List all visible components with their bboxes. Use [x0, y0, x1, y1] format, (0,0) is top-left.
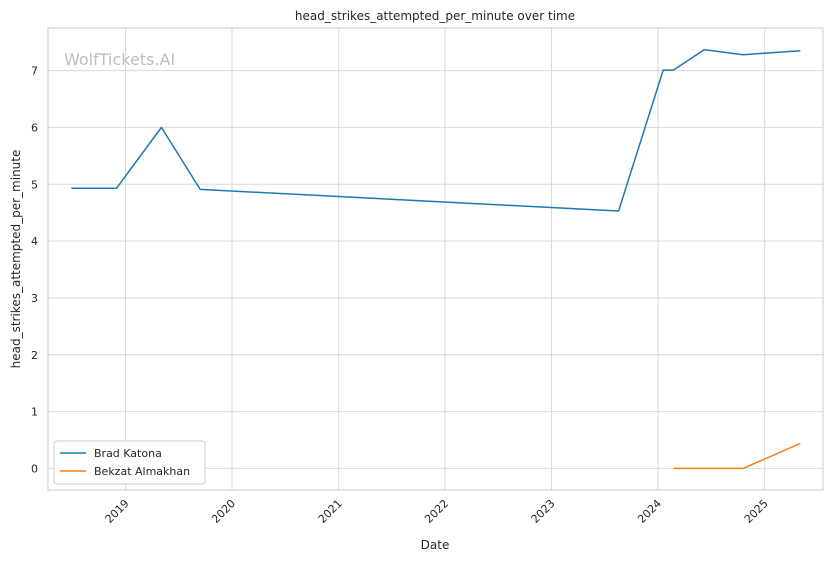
series-layer	[71, 48, 801, 470]
y-axis-label: head_strikes_attempted_per_minute	[9, 150, 23, 369]
chart-title: head_strikes_attempted_per_minute over t…	[295, 9, 575, 23]
legend-box	[53, 440, 206, 485]
legend-label-brad-katona: Brad Katona	[94, 447, 162, 460]
y-tick-label: 5	[31, 178, 38, 191]
legend-label-bekzat-almakhan: Bekzat Almakhan	[94, 465, 190, 478]
grid	[48, 28, 823, 490]
x-tick-label: 2021	[316, 497, 345, 526]
x-tick-label: 2024	[635, 497, 664, 526]
y-tick-label: 1	[31, 406, 38, 419]
legend: Brad Katona Bekzat Almakhan	[53, 440, 206, 485]
y-tick-label: 4	[31, 235, 38, 248]
x-tick-label: 2020	[209, 497, 238, 526]
x-tick-label: 2023	[529, 497, 558, 526]
x-tick-label: 2022	[422, 497, 451, 526]
y-axis-ticks: 0 1 2 3 4 5 6 7	[31, 65, 38, 476]
y-tick-label: 2	[31, 349, 38, 362]
watermark: WolfTickets.AI	[64, 50, 175, 69]
plot-frame	[47, 27, 824, 491]
x-tick-label: 2025	[742, 497, 771, 526]
x-axis-label: Date	[421, 538, 450, 552]
series-line-bekzat-almakhan	[673, 442, 801, 470]
x-axis-ticks: 2019 2020 2021 2022 2023 2024 2025	[103, 497, 771, 526]
y-tick-label: 0	[31, 462, 38, 475]
series-line-brad-katona	[71, 48, 801, 212]
y-tick-label: 7	[31, 65, 38, 78]
y-tick-label: 6	[31, 121, 38, 134]
x-tick-label: 2019	[103, 497, 132, 526]
y-tick-label: 3	[31, 292, 38, 305]
